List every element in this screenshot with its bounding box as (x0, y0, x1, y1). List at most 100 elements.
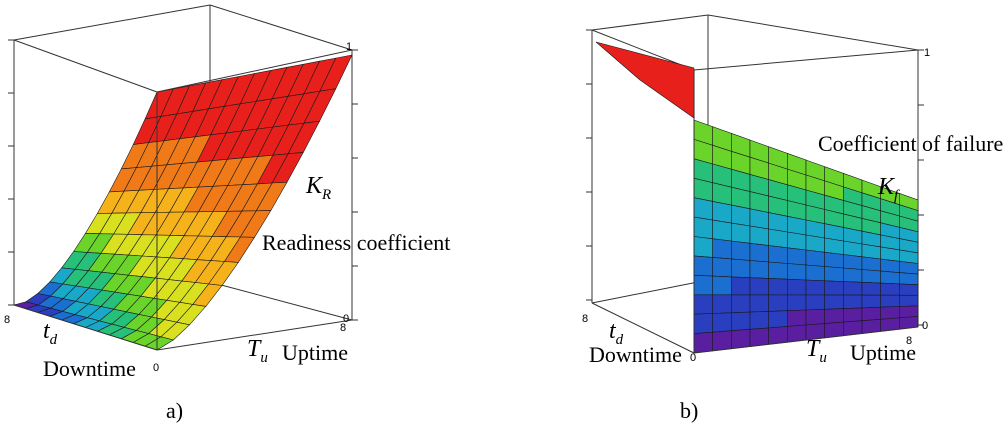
panel-b-z-symbol: Kf (878, 174, 898, 205)
surface-patch (768, 310, 788, 329)
box-edge-front (693, 49, 919, 71)
surface-patch (842, 267, 863, 283)
surface-patch (749, 242, 770, 263)
surface-patch (861, 281, 882, 296)
surface-patch (693, 313, 714, 334)
surface-patch (693, 197, 714, 221)
surface-patch (693, 294, 714, 315)
surface-patch (824, 321, 844, 339)
surface-patch (749, 311, 770, 330)
surface-patch (768, 326, 788, 345)
surface-patch (786, 231, 807, 251)
surface-patch (730, 311, 751, 332)
panel-b-y-tick-8: 8 (582, 313, 589, 325)
surface-patch (861, 294, 882, 309)
surface-patch (749, 225, 770, 246)
surface-patch (880, 306, 900, 320)
box-edge (13, 4, 211, 41)
surface-patch (730, 276, 751, 296)
surface-patch (786, 309, 807, 327)
panel-a-x-axis-title: Uptime (282, 340, 348, 365)
surface-patch (805, 234, 826, 253)
surface-patch (749, 277, 770, 296)
surface-patch (749, 327, 770, 347)
surface-patch (730, 258, 751, 279)
surface-patch (749, 294, 770, 313)
panel-b-x-tick-8: 8 (906, 335, 913, 347)
surface-patch (768, 212, 788, 233)
surface-patch (712, 201, 732, 224)
surface-patch (749, 260, 770, 279)
panel-a-y-symbol-sub: d (49, 331, 58, 348)
surface-patch (730, 240, 751, 261)
panel-b-y-symbol: td (609, 318, 623, 349)
surface-patch (842, 294, 863, 309)
surface-patch (768, 278, 788, 296)
box-edge-front (591, 302, 695, 354)
surface-patch (842, 307, 863, 323)
panel-b-x-symbol-letter: T (806, 336, 820, 362)
surface-patch (861, 243, 882, 260)
panel-b-z-tick-0: 0 (922, 320, 929, 332)
panel-b-x-axis-title: Uptime (850, 340, 916, 365)
surface-patch (786, 278, 807, 296)
panel-a-plot (8, 4, 358, 351)
panel-a-z-symbol: KR (306, 173, 331, 204)
panel-a-z-symbol-letter: K (306, 173, 323, 199)
panel-a-x-symbol: Tu (247, 336, 268, 367)
box-edge-front (13, 304, 158, 351)
panel-a-z-axis-title: Readiness coefficient (262, 230, 451, 255)
surface-patch (768, 228, 788, 249)
panel-a-y-tick-8: 8 (4, 314, 11, 326)
box-edge (591, 14, 709, 31)
panel-a-y-symbol: td (43, 318, 57, 349)
box-edge-front (156, 49, 353, 93)
surface-patch (693, 255, 714, 277)
surface-patch-top (595, 41, 695, 119)
box-edge (209, 4, 353, 51)
surface-patch (842, 240, 863, 258)
surface-patch (730, 222, 751, 244)
surface-patch (805, 294, 826, 311)
surface-patch (786, 294, 807, 312)
surface-patch (712, 238, 732, 260)
surface-patch (842, 254, 863, 270)
panel-b-z-tick-1: 1 (924, 47, 931, 59)
surface-patch (693, 216, 714, 240)
panel-a-x-symbol-letter: T (247, 336, 261, 362)
surface-patch (693, 177, 714, 202)
box-edge (707, 14, 919, 51)
surface-patch (805, 279, 826, 296)
surface-patch (712, 294, 732, 314)
panel-b-y-symbol-sub: d (615, 331, 624, 348)
panel-a-x-symbol-sub: u (260, 349, 268, 366)
panel-a-y-axis-title: Downtime (43, 356, 136, 381)
surface-patch (898, 272, 919, 286)
surface-patch (824, 237, 844, 255)
surface-patch (786, 247, 807, 266)
surface-patch (805, 249, 826, 267)
surface-patch (824, 251, 844, 269)
surface-patch (824, 266, 844, 282)
panel-a-caption: a) (166, 398, 184, 423)
surface-patch (898, 305, 919, 319)
surface-patch (693, 331, 714, 354)
surface-patch (861, 306, 882, 322)
panel-b-x-symbol: Tu (806, 336, 827, 367)
surface-patch (693, 274, 714, 296)
surface-patch (712, 312, 732, 333)
box-edge-front (13, 39, 158, 93)
panel-b-y-axis-title: Downtime (589, 342, 682, 367)
surface-patch (861, 256, 882, 272)
surface-patch (786, 324, 807, 343)
panel-a-z-tick-0: 0 (343, 313, 350, 325)
panel-b-x-tick-0: 0 (690, 352, 697, 364)
surface-patch (898, 283, 919, 296)
surface-patch (712, 257, 732, 278)
box-edge (591, 279, 709, 304)
surface-patch (805, 264, 826, 282)
box-edge-front (693, 326, 919, 354)
panel-b-y-symbol-letter: t (609, 318, 616, 344)
surface-patch (880, 294, 900, 308)
surface-patch (842, 281, 863, 296)
